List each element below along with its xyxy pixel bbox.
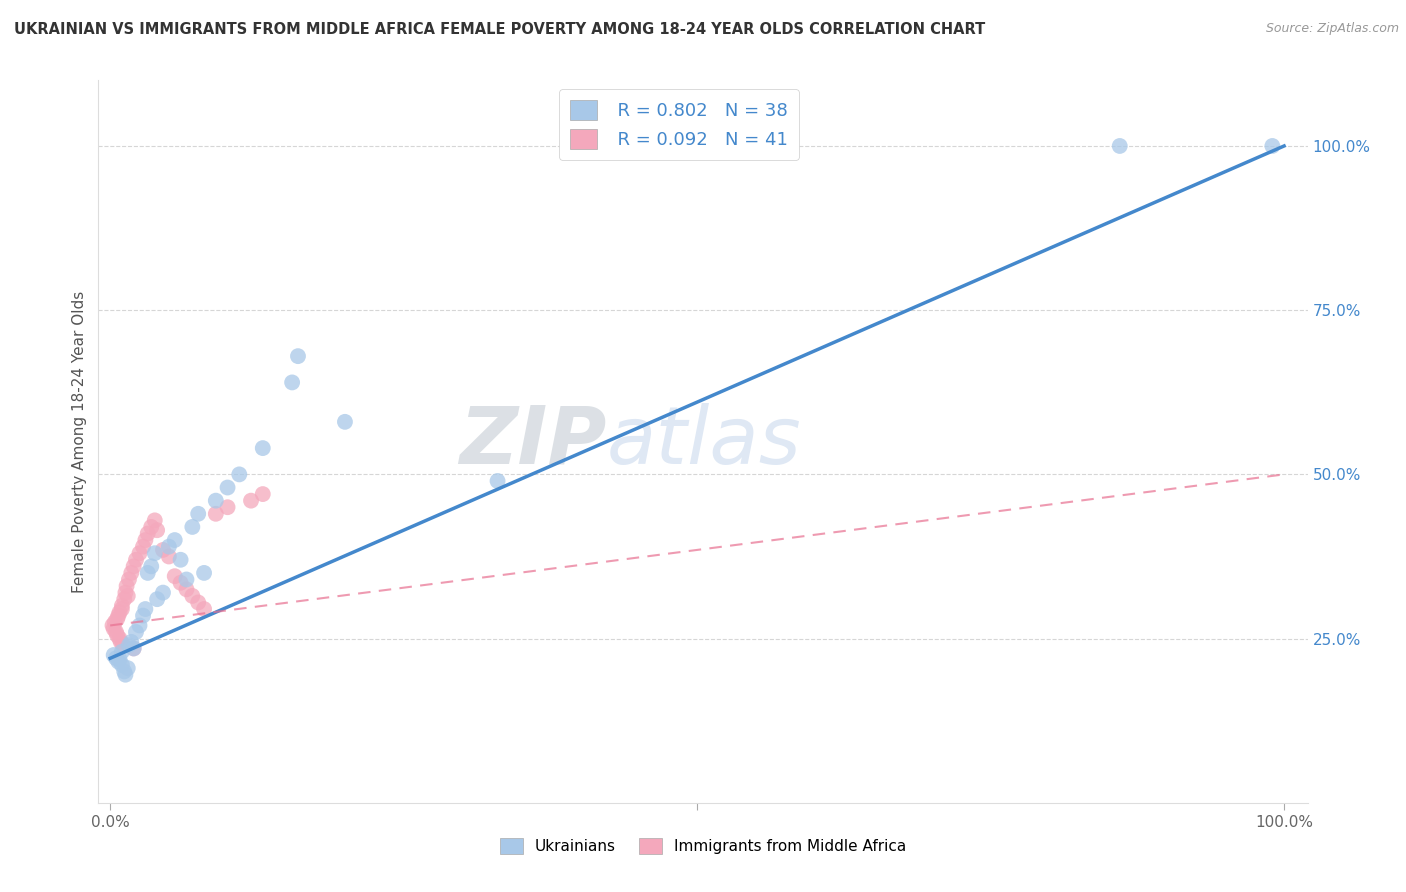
Point [103, 648, 125, 662]
Point [136, 566, 159, 580]
Point [108, 632, 131, 646]
Point [128, 618, 150, 632]
Point [287, 349, 309, 363]
Point [181, 589, 204, 603]
Point [111, 599, 134, 613]
Point [115, 579, 138, 593]
Y-axis label: Female Poverty Among 18-24 Year Olds: Female Poverty Among 18-24 Year Olds [72, 291, 87, 592]
Text: ZIP: ZIP [458, 402, 606, 481]
Point [252, 441, 274, 455]
Point [118, 573, 141, 587]
Point [228, 467, 250, 482]
Point [281, 376, 304, 390]
Point [136, 526, 159, 541]
Point [181, 520, 204, 534]
Point [111, 645, 134, 659]
Point [486, 474, 509, 488]
Point [125, 625, 148, 640]
Point [122, 559, 145, 574]
Point [111, 602, 134, 616]
Point [104, 615, 127, 630]
Legend: Ukrainians, Immigrants from Middle Africa: Ukrainians, Immigrants from Middle Afric… [494, 832, 912, 860]
Point [105, 612, 128, 626]
Text: Source: ZipAtlas.com: Source: ZipAtlas.com [1265, 22, 1399, 36]
Point [187, 595, 209, 609]
Point [105, 625, 128, 640]
Point [176, 582, 198, 597]
Point [122, 641, 145, 656]
Point [107, 655, 129, 669]
Point [132, 540, 155, 554]
Point [141, 520, 163, 534]
Point [157, 540, 180, 554]
Point [120, 566, 142, 580]
Point [204, 507, 226, 521]
Point [169, 553, 191, 567]
Point [112, 592, 135, 607]
Point [157, 549, 180, 564]
Point [143, 546, 166, 560]
Point [112, 665, 135, 679]
Point [240, 493, 263, 508]
Point [169, 575, 191, 590]
Point [152, 542, 174, 557]
Point [122, 641, 145, 656]
Point [128, 546, 150, 560]
Point [108, 652, 131, 666]
Text: UKRAINIAN VS IMMIGRANTS FROM MIDDLE AFRICA FEMALE POVERTY AMONG 18-24 YEAR OLDS : UKRAINIAN VS IMMIGRANTS FROM MIDDLE AFRI… [14, 22, 986, 37]
Point [217, 500, 239, 515]
Point [105, 651, 128, 665]
Point [114, 585, 136, 599]
Point [114, 667, 136, 681]
Point [110, 635, 132, 649]
Point [101, 618, 124, 632]
Text: atlas: atlas [606, 402, 801, 481]
Point [204, 493, 226, 508]
Point [1261, 139, 1284, 153]
Point [134, 533, 156, 547]
Point [105, 628, 128, 642]
Point [163, 569, 186, 583]
Point [141, 559, 163, 574]
Point [176, 573, 198, 587]
Point [217, 481, 239, 495]
Point [108, 605, 131, 619]
Point [152, 585, 174, 599]
Point [252, 487, 274, 501]
Point [120, 635, 142, 649]
Point [1108, 139, 1130, 153]
Point [111, 657, 134, 672]
Point [103, 622, 125, 636]
Point [117, 589, 139, 603]
Point [187, 507, 209, 521]
Point [134, 602, 156, 616]
Point [117, 661, 139, 675]
Point [193, 602, 215, 616]
Point [125, 553, 148, 567]
Point [132, 608, 155, 623]
Point [112, 638, 135, 652]
Point [107, 608, 129, 623]
Point [146, 523, 169, 537]
Point [118, 638, 141, 652]
Point [143, 513, 166, 527]
Point [333, 415, 356, 429]
Point [163, 533, 186, 547]
Point [146, 592, 169, 607]
Point [193, 566, 215, 580]
